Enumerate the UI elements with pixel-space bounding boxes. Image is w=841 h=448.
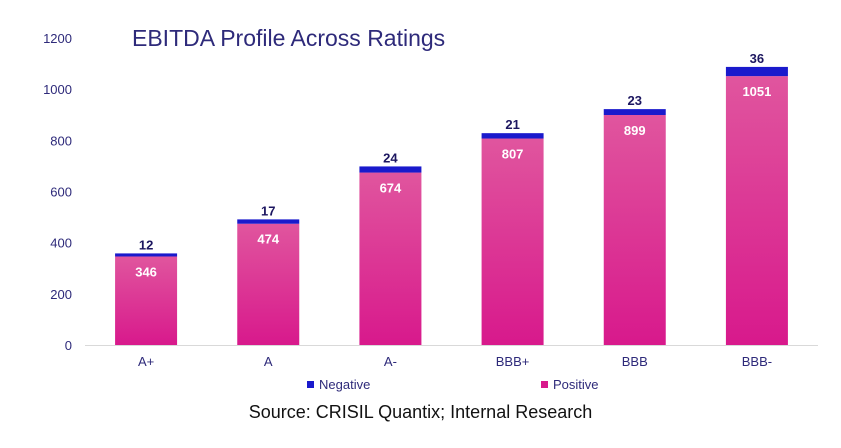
data-label-negative: 17 (261, 203, 275, 218)
bar-negative (237, 219, 300, 224)
data-label-positive: 1051 (742, 84, 771, 99)
chart-title: EBITDA Profile Across Ratings (132, 25, 445, 51)
y-tick-label: 400 (50, 236, 72, 251)
data-label-negative: 36 (750, 51, 764, 66)
bar-positive (725, 76, 788, 345)
y-tick-label: 1200 (43, 31, 72, 46)
legend-label-negative: Negative (319, 377, 370, 392)
data-label-positive: 807 (502, 147, 524, 162)
source-note: Source: CRISIL Quantix; Internal Researc… (248, 402, 593, 422)
y-tick-label: 200 (50, 287, 72, 302)
legend-label-positive: Positive (553, 377, 599, 392)
x-axis: A+ A A- BBB+ BBB BBB- (85, 345, 818, 369)
y-tick-label: 0 (65, 338, 72, 353)
bar-positive (237, 223, 300, 345)
y-tick-label: 1000 (43, 82, 72, 97)
data-label-positive: 674 (380, 181, 402, 196)
data-label-positive: 899 (624, 123, 646, 138)
bar-positive (481, 138, 544, 345)
data-label-negative: 23 (628, 93, 642, 108)
y-axis: 0 200 400 600 800 1000 1200 (43, 31, 72, 353)
data-label-negative: 24 (383, 150, 398, 165)
bars: 346 12 474 17 674 24 807 21 899 23 1051 36 (115, 51, 788, 346)
data-label-negative: 12 (139, 237, 153, 252)
bar-negative (481, 133, 544, 139)
data-label-positive: 346 (135, 264, 157, 279)
y-tick-label: 800 (50, 133, 72, 148)
legend: Negative Positive (307, 377, 599, 392)
y-tick-label: 600 (50, 185, 72, 200)
x-tick-label: A+ (138, 354, 154, 369)
bar-negative (725, 66, 788, 77)
legend-swatch-positive (541, 381, 548, 388)
data-label-positive: 474 (257, 232, 279, 247)
x-tick-label: BBB- (742, 354, 772, 369)
data-label-negative: 21 (505, 117, 519, 132)
x-tick-label: BBB+ (496, 354, 530, 369)
bar-positive (603, 115, 666, 346)
bar-positive (115, 256, 178, 345)
bar-negative (359, 166, 422, 173)
bar-positive (359, 172, 422, 345)
legend-swatch-negative (307, 381, 314, 388)
x-tick-label: BBB (622, 354, 648, 369)
x-tick-label: A- (384, 354, 397, 369)
bar-negative (115, 253, 178, 257)
bar-negative (603, 109, 666, 116)
x-tick-label: A (264, 354, 273, 369)
